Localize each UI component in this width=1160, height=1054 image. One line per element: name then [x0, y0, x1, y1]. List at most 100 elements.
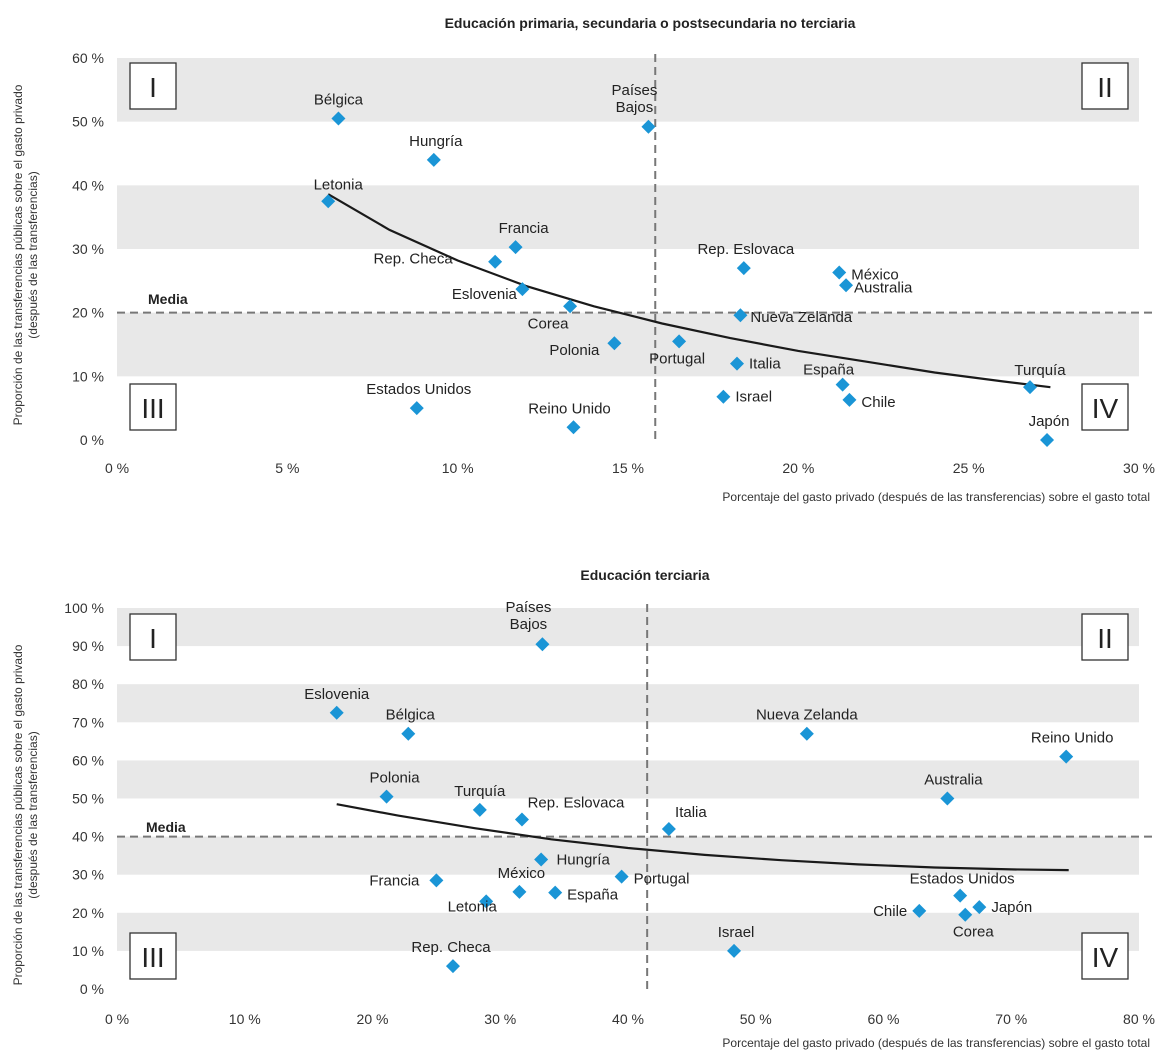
- point-label: Corea: [528, 315, 570, 332]
- gridband: [117, 912, 1139, 951]
- point-label: Países Bajos: [612, 82, 658, 116]
- data-point: [379, 789, 394, 804]
- y-tick-label: 30 %: [72, 867, 104, 883]
- data-point: [472, 802, 487, 817]
- quadrant-box: [129, 613, 177, 661]
- y-tick-label: 60 %: [72, 752, 104, 768]
- point-label: Francia: [499, 220, 550, 237]
- quadrant-box: [129, 932, 177, 980]
- trend-line: [327, 193, 1051, 389]
- data-point: [727, 943, 742, 958]
- point-label: Reino Unido: [528, 400, 611, 417]
- gridband: [117, 684, 1139, 723]
- quadrant-label: I: [149, 623, 157, 654]
- data-point: [730, 356, 745, 371]
- y-tick-label: 40 %: [72, 177, 104, 193]
- data-point: [1059, 749, 1074, 764]
- y-tick-label: 100 %: [64, 600, 104, 616]
- point-label: Japón: [991, 899, 1032, 916]
- y-tick-label: 20 %: [72, 305, 104, 321]
- quadrant-label: III: [141, 942, 164, 973]
- x-tick-label: 10 %: [442, 460, 474, 476]
- trend-line: [336, 803, 1069, 872]
- point-label: Reino Unido: [1031, 730, 1114, 747]
- x-tick-label: 25 %: [953, 460, 985, 476]
- data-point: [912, 903, 927, 918]
- data-point: [953, 888, 968, 903]
- point-label: Israel: [718, 924, 755, 941]
- point-label: Rep. Eslovaca: [528, 794, 625, 811]
- y-axis-label-line2: (después de las transferencias): [26, 171, 40, 338]
- point-label: Hungría: [556, 851, 610, 868]
- data-point: [733, 308, 748, 323]
- x-tick-label: 5 %: [275, 460, 299, 476]
- point-label: Italia: [749, 356, 781, 373]
- point-label: Eslovenia: [452, 286, 518, 303]
- y-tick-label: 60 %: [72, 50, 104, 66]
- quadrant-box: [129, 383, 177, 431]
- x-axis-label: Porcentaje del gasto privado (después de…: [722, 1036, 1150, 1050]
- point-label: Chile: [861, 394, 895, 411]
- x-tick-label: 30 %: [1123, 460, 1155, 476]
- point-label: España: [567, 887, 619, 904]
- point-label: Turquía: [1014, 362, 1066, 379]
- gridband: [117, 608, 1139, 647]
- data-point: [563, 299, 578, 314]
- data-point: [839, 278, 854, 293]
- quadrant-box: [1081, 932, 1129, 980]
- point-label: Australia: [924, 772, 983, 789]
- x-tick-label: 0 %: [105, 460, 129, 476]
- x-tick-label: 70 %: [995, 1011, 1027, 1027]
- data-point: [321, 194, 336, 209]
- data-point: [535, 637, 550, 652]
- quadrant-box: [1081, 383, 1129, 431]
- y-tick-label: 50 %: [72, 114, 104, 130]
- data-point: [508, 240, 523, 255]
- data-point: [331, 111, 346, 126]
- x-tick-label: 20 %: [357, 1011, 389, 1027]
- data-point: [736, 261, 751, 276]
- data-point: [835, 377, 850, 392]
- point-label: Turquía: [454, 783, 506, 800]
- x-axis-label: Porcentaje del gasto privado (después de…: [722, 490, 1150, 504]
- point-label: Israel: [735, 389, 772, 406]
- x-tick-label: 0 %: [105, 1011, 129, 1027]
- y-tick-label: 20 %: [72, 905, 104, 921]
- point-label: México: [498, 865, 546, 882]
- y-tick-label: 80 %: [72, 676, 104, 692]
- data-point: [614, 869, 629, 884]
- point-label: Letonia: [448, 898, 498, 915]
- data-point: [940, 791, 955, 806]
- y-axis-label-line1: Proporción de las transferencias pública…: [11, 644, 25, 985]
- point-label: Portugal: [634, 871, 690, 888]
- data-point: [401, 726, 416, 741]
- x-tick-label: 80 %: [1123, 1011, 1155, 1027]
- data-point: [832, 265, 847, 280]
- y-axis-label-line1: Proporción de las transferencias pública…: [11, 84, 25, 425]
- point-label: España: [803, 362, 855, 379]
- data-point: [548, 885, 563, 900]
- data-point: [515, 282, 530, 297]
- data-point: [842, 392, 857, 407]
- y-axis-label-line2: (después de las transferencias): [26, 731, 40, 898]
- data-point: [429, 873, 444, 888]
- point-label: México: [851, 267, 899, 284]
- data-point: [607, 336, 622, 351]
- point-label: Bélgica: [314, 91, 364, 108]
- x-tick-label: 60 %: [868, 1011, 900, 1027]
- point-label: Hungría: [409, 133, 463, 150]
- point-label: Francia: [369, 872, 420, 889]
- y-tick-label: 10 %: [72, 368, 104, 384]
- point-label: Nueva Zelanda: [756, 707, 858, 724]
- data-point: [716, 389, 731, 404]
- y-tick-label: 10 %: [72, 943, 104, 959]
- gridband: [117, 58, 1139, 122]
- data-point: [512, 884, 527, 899]
- quadrant-box: [129, 62, 177, 110]
- y-tick-label: 30 %: [72, 241, 104, 257]
- quadrant-box: [1081, 613, 1129, 661]
- point-label: Estados Unidos: [910, 871, 1015, 888]
- x-tick-label: 30 %: [484, 1011, 516, 1027]
- data-point: [534, 852, 549, 867]
- data-point: [799, 726, 814, 741]
